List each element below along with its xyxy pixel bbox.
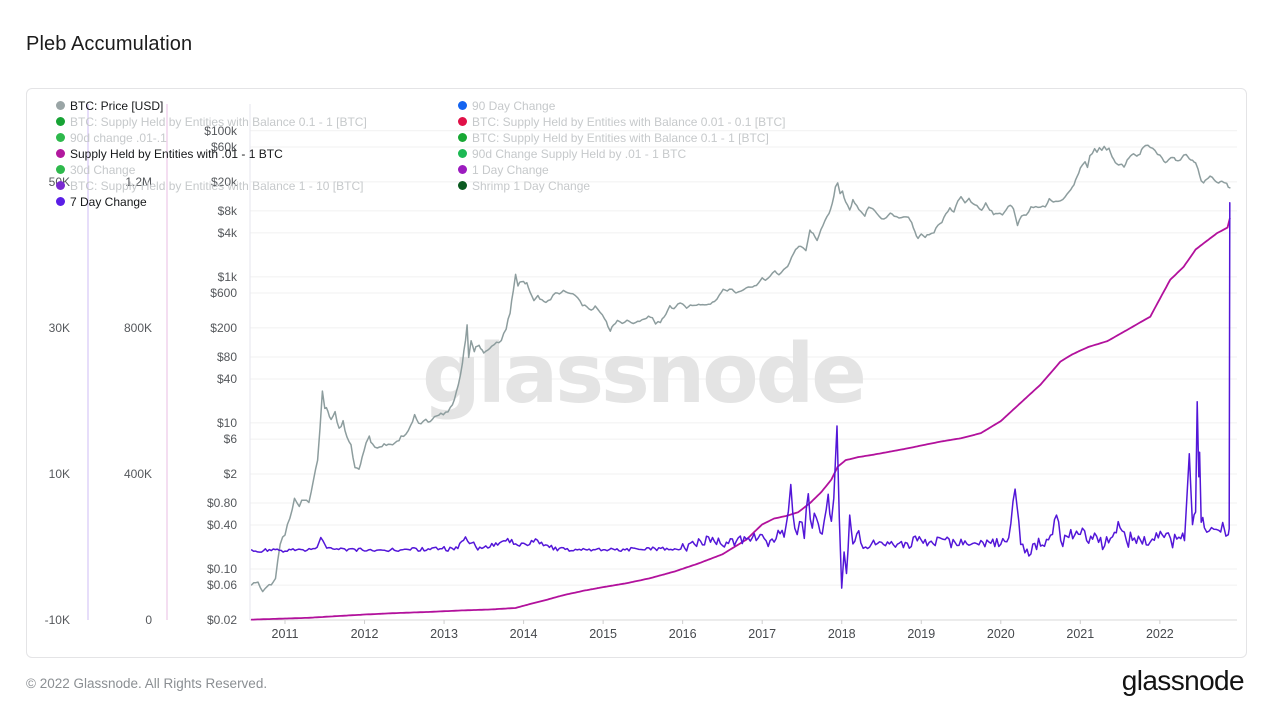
- legend-dot-left-2[interactable]: [55, 133, 65, 142]
- year-label: 2018: [827, 627, 856, 641]
- price_usd_log-tick-label: $6: [223, 432, 237, 447]
- legend-dot-left-5[interactable]: [55, 181, 65, 190]
- legend-dot-left-4[interactable]: [55, 165, 65, 174]
- legend-dot-right-1[interactable]: [457, 117, 467, 126]
- year-label: 2012: [350, 627, 379, 641]
- supply_btc-tick-label: 0: [145, 613, 152, 627]
- price_usd_log-tick-label: $600: [210, 286, 237, 301]
- year-label: 2019: [907, 627, 936, 641]
- change_7d-tick-label: -10K: [44, 613, 70, 627]
- price_usd_log-tick-label: $1k: [217, 269, 237, 284]
- legend-item-right-5[interactable]: Shrimp 1 Day Change: [472, 178, 591, 193]
- series-supply_btc: [251, 217, 1231, 621]
- grid-layer: [250, 130, 1237, 621]
- price_usd_log-tick-label: $4k: [217, 225, 237, 240]
- axis-layer: [87, 104, 1237, 624]
- price_usd_log-tick-label: $40: [216, 371, 237, 386]
- legend-dot-right-4[interactable]: [457, 165, 467, 174]
- price_usd_log-tick-label: $60k: [210, 140, 237, 154]
- series-price_usd_log: [251, 144, 1231, 593]
- legend-dot-right-0[interactable]: [457, 101, 467, 110]
- legend-item-right-4[interactable]: 1 Day Change: [472, 162, 549, 177]
- year-label: 2022: [1145, 627, 1174, 641]
- legend-dot-left-0[interactable]: [55, 101, 65, 110]
- legend-item-left-2[interactable]: 90d change .01-.1: [70, 130, 167, 145]
- legend-dot-left-3[interactable]: [55, 149, 65, 158]
- price_usd_log-tick-label: $0.06: [206, 578, 237, 593]
- legend-dot-right-5[interactable]: [457, 181, 467, 190]
- legend-item-right-2[interactable]: BTC: Supply Held by Entities with Balanc…: [472, 130, 769, 145]
- glassnode-logo: glassnode: [1121, 665, 1245, 696]
- price_usd_log-tick-label: $10: [216, 415, 237, 430]
- change_7d-tick-label: 30K: [48, 321, 70, 335]
- price_usd_log-tick-label: $20k: [210, 174, 237, 189]
- year-label: 2014: [509, 627, 538, 641]
- price_usd_log-tick-label: $8k: [217, 203, 237, 218]
- year-label: 2015: [589, 627, 618, 641]
- price_usd_log-tick-label: $200: [210, 320, 237, 335]
- legend-item-left-5[interactable]: BTC: Supply Held by Entities with Balanc…: [70, 178, 364, 193]
- year-label: 2017: [748, 627, 777, 641]
- supply_btc-tick-label: 1.2M: [125, 175, 152, 189]
- legend-item-left-0[interactable]: BTC: Price [USD]: [70, 98, 164, 113]
- price_usd_log-tick-label: $0.02: [206, 613, 237, 627]
- legend-dot-left-1[interactable]: [55, 117, 65, 126]
- chart-card: [26, 88, 1247, 658]
- legend-dot-right-3[interactable]: [457, 149, 467, 158]
- price_usd_log-tick-label: $2: [223, 466, 237, 481]
- year-label: 2011: [271, 627, 299, 641]
- legend-item-right-0[interactable]: 90 Day Change: [472, 98, 556, 113]
- legend-item-right-3[interactable]: 90d Change Supply Held by .01 - 1 BTC: [472, 146, 687, 161]
- legend-dot-left-6[interactable]: [55, 197, 65, 206]
- copyright-text: © 2022 Glassnode. All Rights Reserved.: [26, 676, 268, 691]
- legend-item-left-1[interactable]: BTC: Supply Held by Entities with Balanc…: [70, 114, 367, 129]
- legend-item-left-3[interactable]: Supply Held by Entities with .01 - 1 BTC: [70, 146, 283, 161]
- year-label: 2020: [986, 627, 1015, 641]
- page-title: Pleb Accumulation: [26, 33, 193, 55]
- watermark-glassnode: glassnode: [422, 327, 864, 422]
- year-label: 2013: [430, 627, 458, 641]
- series-change_7d: [251, 202, 1231, 589]
- legend-item-left-4[interactable]: 30d Change: [70, 162, 136, 177]
- price_usd_log-tick-label: $100k: [204, 123, 237, 138]
- price_usd_log-tick-label: $0.80: [206, 496, 237, 510]
- supply_btc-tick-label: 400K: [123, 467, 152, 481]
- supply_btc-tick-label: 800K: [123, 321, 152, 335]
- price_usd_log-tick-label: $0.40: [206, 517, 237, 532]
- legend-item-right-1[interactable]: BTC: Supply Held by Entities with Balanc…: [472, 114, 786, 129]
- change_7d-tick-label: 10K: [48, 467, 70, 481]
- legend-dot-right-2[interactable]: [457, 133, 467, 142]
- price_usd_log-tick-label: $0.10: [206, 561, 237, 576]
- series-layer: [251, 144, 1231, 621]
- year-label: 2021: [1066, 627, 1095, 641]
- legend-item-left-6[interactable]: 7 Day Change: [70, 194, 147, 209]
- year-label: 2016: [668, 627, 697, 641]
- price_usd_log-tick-label: $80: [216, 349, 237, 364]
